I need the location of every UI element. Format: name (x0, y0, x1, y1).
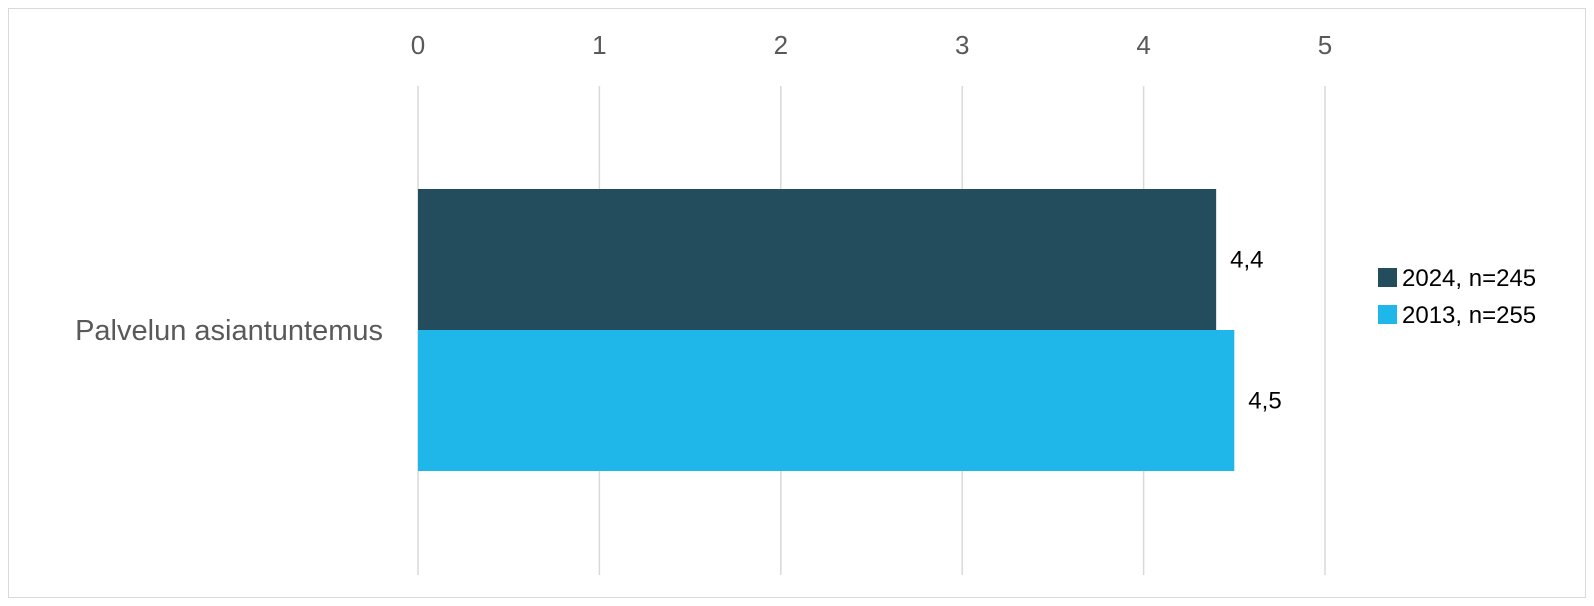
category-labels: Palvelun asiantuntemus (75, 315, 383, 347)
x-tick-label-5: 5 (1318, 30, 1332, 60)
bar-series (418, 189, 1235, 471)
x-tick-label-2: 2 (774, 30, 788, 60)
x-tick-label-3: 3 (955, 30, 969, 60)
legend-swatch-2024 (1378, 268, 1397, 287)
legend: 2024, n=245 2013, n=255 (1378, 265, 1536, 329)
legend-swatch-2013 (1378, 305, 1397, 324)
x-tick-label-0: 0 (411, 30, 425, 60)
bar-2024 (418, 189, 1217, 330)
data-label-2013: 4,5 (1248, 388, 1281, 415)
legend-label-2024: 2024, n=245 (1402, 265, 1536, 292)
x-axis-tick-labels: 0 1 2 3 4 5 (411, 30, 1332, 60)
legend-label-2013: 2013, n=255 (1402, 302, 1536, 329)
data-labels: 4,4 4,5 (1230, 247, 1282, 415)
x-tick-label-1: 1 (592, 30, 606, 60)
bar-2013 (418, 330, 1235, 471)
data-label-2024: 4,4 (1230, 247, 1263, 274)
category-label: Palvelun asiantuntemus (75, 315, 383, 347)
x-tick-label-4: 4 (1136, 30, 1150, 60)
